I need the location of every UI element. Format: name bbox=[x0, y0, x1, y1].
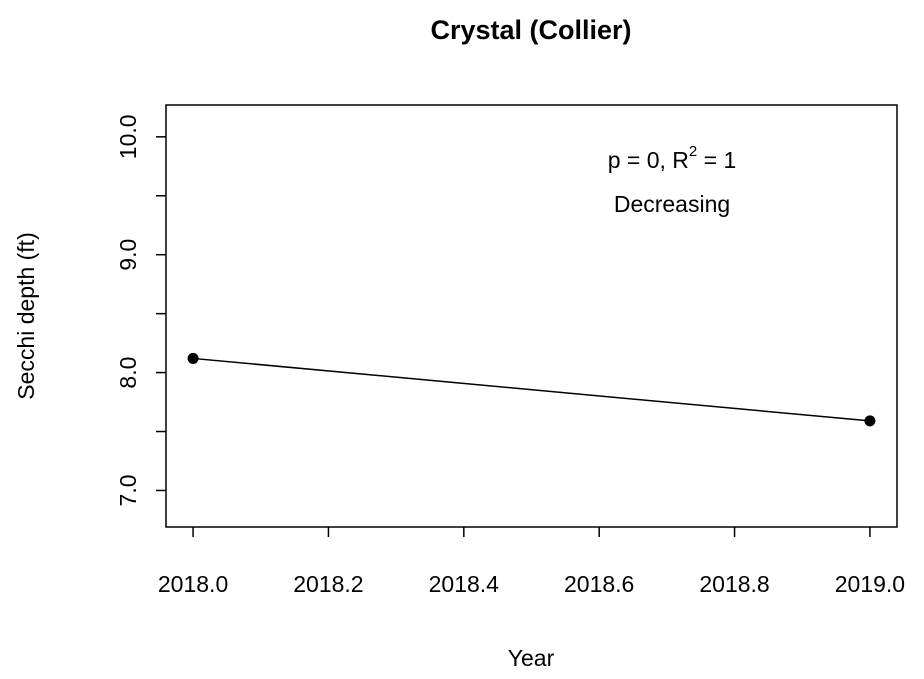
y-tick-label: 10.0 bbox=[115, 114, 141, 159]
y-tick-label: 9.0 bbox=[115, 239, 141, 271]
x-tick-label: 2018.8 bbox=[699, 571, 769, 597]
x-tick-label: 2018.2 bbox=[293, 571, 363, 597]
x-axis-label: Year bbox=[508, 645, 555, 671]
plot-frame bbox=[165, 104, 898, 528]
annotation: Decreasing bbox=[614, 191, 730, 217]
x-tick-label: 2019.0 bbox=[835, 571, 905, 597]
line bbox=[193, 357, 870, 422]
y-axis-label: Secchi depth (ft) bbox=[13, 232, 39, 399]
chart-title: Crystal (Collier) bbox=[430, 15, 631, 45]
annotation-text: = 1 bbox=[697, 147, 736, 173]
y-tick-label: 8.0 bbox=[115, 357, 141, 389]
x-tick-label: 2018.4 bbox=[429, 571, 500, 597]
point bbox=[864, 415, 876, 427]
y-tick-label: 7.0 bbox=[115, 474, 141, 506]
x-tick-label: 2018.0 bbox=[158, 571, 228, 597]
annotation-text: p = 0, R bbox=[608, 147, 689, 173]
x-tick-label: 2018.6 bbox=[564, 571, 634, 597]
annotation: p = 0, R2 = 1 bbox=[608, 143, 737, 173]
point bbox=[187, 352, 199, 364]
annotation-superscript: 2 bbox=[689, 143, 697, 160]
